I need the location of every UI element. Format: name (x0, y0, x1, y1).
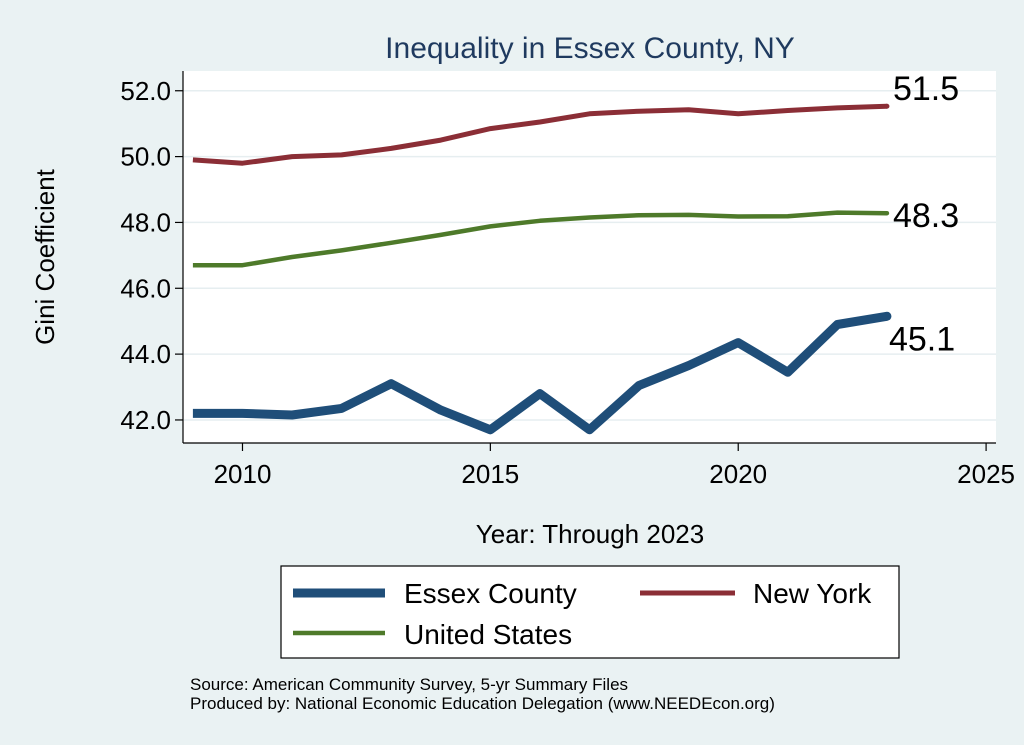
legend: Essex County New York United States (280, 565, 900, 659)
series-end-point-essex-county (882, 311, 892, 321)
end-label-united-states: 48.3 (893, 197, 959, 235)
chart-title: Inequality in Essex County, NY (385, 32, 795, 65)
legend-box (280, 565, 900, 659)
plot-area (183, 71, 996, 443)
series-line-new-york (192, 103, 887, 166)
y-tick-label: 44.0 (120, 339, 171, 369)
gridlines (183, 90, 996, 421)
legend-label-essex-county: Essex County (404, 578, 577, 609)
series-lines (192, 103, 892, 435)
axes: 42.0 44.0 46.0 48.0 50.0 52.0 2010 2015 2020 2025 (120, 71, 1015, 489)
y-tick-label: 50.0 (120, 142, 171, 172)
y-tick-label: 46.0 (120, 273, 171, 303)
y-tick-label: 42.0 (120, 405, 171, 435)
end-label-essex-county: 45.1 (889, 320, 955, 358)
legend-label-new-york: New York (753, 578, 872, 609)
x-axis-title: Year: Through 2023 (476, 519, 704, 549)
x-tick-label: 2020 (709, 459, 767, 489)
y-tick-label: 48.0 (120, 207, 171, 237)
x-tick-label: 2025 (957, 459, 1015, 489)
series-line-essex-county (192, 311, 888, 435)
legend-label-united-states: United States (404, 619, 572, 650)
source-note: Source: American Community Survey, 5-yr … (190, 675, 628, 694)
series-end-point-united-states (884, 210, 890, 216)
y-tick-label: 52.0 (120, 76, 171, 106)
x-tick-label: 2015 (461, 459, 519, 489)
series-end-point-new-york (884, 103, 890, 109)
series-line-united-states (192, 210, 887, 268)
produced-by-note: Produced by: National Economic Education… (190, 694, 775, 713)
legend-swatches (293, 588, 735, 636)
end-labels: 51.5 48.3 45.1 (889, 70, 959, 358)
x-tick-label: 2010 (214, 459, 272, 489)
end-label-new-york: 51.5 (893, 70, 959, 108)
y-axis-title: Gini Coefficient (30, 168, 60, 345)
